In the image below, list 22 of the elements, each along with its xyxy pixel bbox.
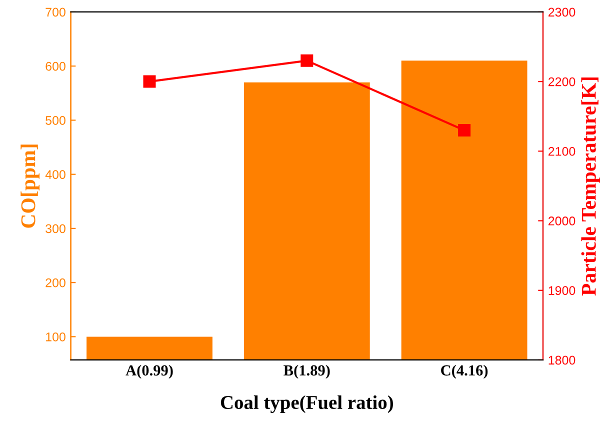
- y-tick-label: 500: [46, 116, 66, 125]
- y-tick-label: 700: [46, 8, 66, 17]
- y-tick-label: 100: [46, 332, 66, 342]
- x-axis-title: Coal type(Fuel ratio): [220, 395, 393, 414]
- y2-tick-label: 1800: [548, 356, 576, 365]
- y2-tick-label: 2300: [548, 8, 576, 17]
- y2-tick-label: 1900: [548, 286, 576, 296]
- y-tick-label: 300: [46, 224, 66, 234]
- y-tick-label: 200: [46, 278, 66, 288]
- x-tick-label: B(1.89): [284, 364, 330, 379]
- y-tick-label: 400: [45, 170, 66, 179]
- y-tick-label: 600: [46, 62, 66, 71]
- y2-axis-title: Particle Temperature[K]: [581, 77, 600, 296]
- x-tick-label: A(0.99): [126, 364, 173, 379]
- x-tick-label: C(4.16): [441, 364, 488, 379]
- y2-tick-label: 2100: [548, 146, 576, 156]
- point: [143, 75, 156, 88]
- y2-tick-label: 2000: [548, 216, 576, 226]
- y-axis-title: CO[ppm]: [20, 144, 40, 228]
- point: [300, 54, 314, 67]
- y2-tick-label: 2200: [548, 77, 576, 86]
- point: [458, 124, 471, 137]
